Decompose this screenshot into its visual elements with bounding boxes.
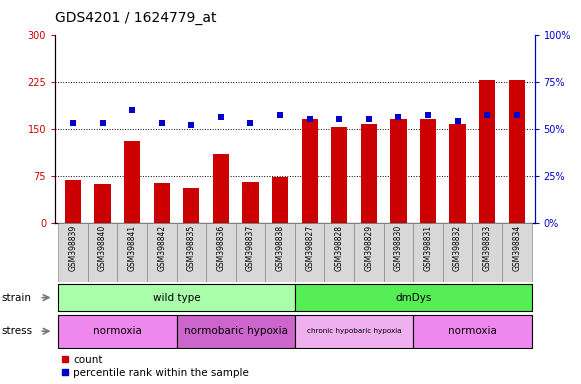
Bar	[361, 124, 377, 223]
Text: GSM398833: GSM398833	[483, 225, 492, 271]
Text: GSM398827: GSM398827	[305, 225, 314, 271]
Bar	[413, 315, 532, 348]
Text: chronic hypobaric hypoxia: chronic hypobaric hypoxia	[307, 328, 401, 334]
Bar	[508, 80, 525, 223]
Text: dmDys: dmDys	[395, 293, 432, 303]
Text: normobaric hypoxia: normobaric hypoxia	[184, 326, 288, 336]
Bar	[295, 284, 532, 311]
Bar	[177, 315, 295, 348]
Text: GSM398841: GSM398841	[128, 225, 137, 271]
Bar	[58, 223, 88, 282]
Bar	[331, 127, 347, 223]
Text: wild type: wild type	[153, 293, 200, 303]
Text: GSM398829: GSM398829	[364, 225, 374, 271]
Bar	[266, 223, 295, 282]
Bar	[124, 141, 140, 223]
Text: GSM398837: GSM398837	[246, 225, 255, 271]
Bar	[213, 154, 229, 223]
Text: GSM398836: GSM398836	[216, 225, 225, 271]
Bar	[94, 184, 110, 223]
Text: GDS4201 / 1624779_at: GDS4201 / 1624779_at	[55, 11, 217, 25]
Bar	[443, 223, 472, 282]
Bar	[354, 223, 383, 282]
Bar	[295, 315, 413, 348]
Text: GSM398838: GSM398838	[275, 225, 285, 271]
Bar	[295, 223, 324, 282]
Bar	[413, 223, 443, 282]
Bar	[502, 223, 532, 282]
Bar	[183, 188, 199, 223]
Bar	[117, 223, 147, 282]
Bar	[420, 119, 436, 223]
Bar	[58, 315, 177, 348]
Bar	[450, 124, 466, 223]
Bar	[177, 223, 206, 282]
Bar	[242, 182, 259, 223]
Text: GSM398832: GSM398832	[453, 225, 462, 271]
Bar	[390, 119, 407, 223]
Bar	[324, 223, 354, 282]
Bar	[153, 183, 170, 223]
Bar	[479, 80, 496, 223]
Bar	[88, 223, 117, 282]
Text: GSM398839: GSM398839	[69, 225, 77, 271]
Bar	[65, 180, 81, 223]
Legend: count, percentile rank within the sample: count, percentile rank within the sample	[60, 355, 249, 378]
Text: GSM398840: GSM398840	[98, 225, 107, 271]
Bar	[58, 284, 295, 311]
Text: GSM398830: GSM398830	[394, 225, 403, 271]
Text: normoxia: normoxia	[93, 326, 142, 336]
Text: GSM398831: GSM398831	[424, 225, 432, 271]
Bar	[302, 119, 318, 223]
Text: GSM398842: GSM398842	[157, 225, 166, 271]
Text: GSM398834: GSM398834	[512, 225, 521, 271]
Bar	[206, 223, 236, 282]
Text: strain: strain	[1, 293, 31, 303]
Text: normoxia: normoxia	[448, 326, 497, 336]
Bar	[383, 223, 413, 282]
Bar	[472, 223, 502, 282]
Text: GSM398828: GSM398828	[335, 225, 344, 270]
Bar	[272, 177, 288, 223]
Bar	[236, 223, 266, 282]
Text: stress: stress	[1, 326, 33, 336]
Text: GSM398835: GSM398835	[187, 225, 196, 271]
Bar	[147, 223, 177, 282]
